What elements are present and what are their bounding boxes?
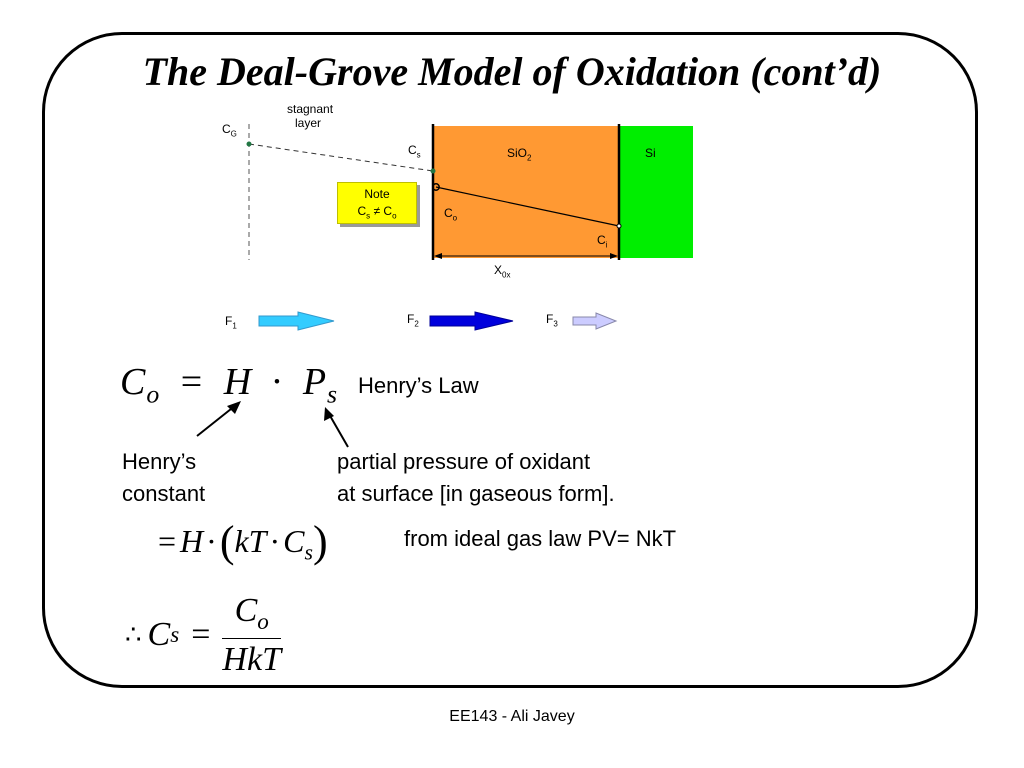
si-label: Si — [645, 146, 656, 160]
flux-1-arrow — [258, 311, 335, 331]
x0x-arrow-right — [610, 253, 618, 259]
slide-footer: EE143 - Ali Javey — [449, 708, 575, 725]
henry-constant-label-2: constant — [122, 481, 206, 506]
fraction-denominator: HkT — [222, 640, 281, 678]
ideal-gas-equation: = H·(kT·Cs) — [158, 517, 328, 566]
ci-label: Ci — [597, 233, 608, 250]
cg-label: CG — [222, 122, 237, 139]
henry-constant-label-1: Henry’s — [122, 449, 197, 474]
oxide-concentration-profile — [435, 186, 620, 227]
ideal-gas-label: from ideal gas law PV= NkT — [404, 526, 677, 551]
sio2-label: SiO2 — [507, 146, 532, 163]
cs-label: Cs — [408, 143, 421, 160]
x0x-arrow-left — [434, 253, 442, 259]
x0x-label: X0x — [494, 263, 511, 280]
flux-3-label: F3 — [546, 312, 558, 329]
partial-pressure-pointer — [328, 413, 349, 448]
co-label: Co — [444, 206, 458, 223]
cs-point — [430, 168, 436, 174]
henry-constant-pointer — [196, 404, 237, 437]
henry-constant-pointer-head — [227, 401, 241, 414]
flux-1-label: F1 — [225, 314, 237, 331]
fraction-numerator: Co — [222, 592, 281, 639]
co-point — [432, 183, 440, 191]
si-substrate — [619, 126, 693, 258]
partial-pressure-pointer-head — [324, 407, 334, 421]
stagnant-label: stagnant — [287, 102, 334, 116]
henrys-law-equation: Co = H · Ps — [120, 361, 339, 409]
flux-2-arrow — [429, 311, 514, 331]
partial-pressure-label-1: partial pressure of oxidant — [337, 449, 591, 474]
note-title: Note — [364, 187, 390, 201]
layer-label: layer — [295, 116, 322, 130]
henrys-law-label: Henry’s Law — [358, 373, 479, 398]
flux-3-arrow — [572, 312, 618, 330]
ci-point — [616, 223, 622, 229]
partial-pressure-label-2: at surface [in gaseous form]. — [337, 481, 615, 506]
sio2-layer — [433, 126, 619, 258]
slide-title: The Deal-Grove Model of Oxidation (cont’… — [142, 49, 882, 94]
slide-frame — [42, 32, 978, 688]
note-inequality: Cs ≠ Co — [357, 204, 397, 221]
gas-concentration-profile — [248, 143, 434, 172]
cg-point — [246, 141, 252, 147]
note-box: Note Cs ≠ Co — [337, 182, 417, 224]
cs-fraction: Co HkT — [222, 592, 281, 679]
flux-2-label: F2 — [407, 312, 419, 329]
